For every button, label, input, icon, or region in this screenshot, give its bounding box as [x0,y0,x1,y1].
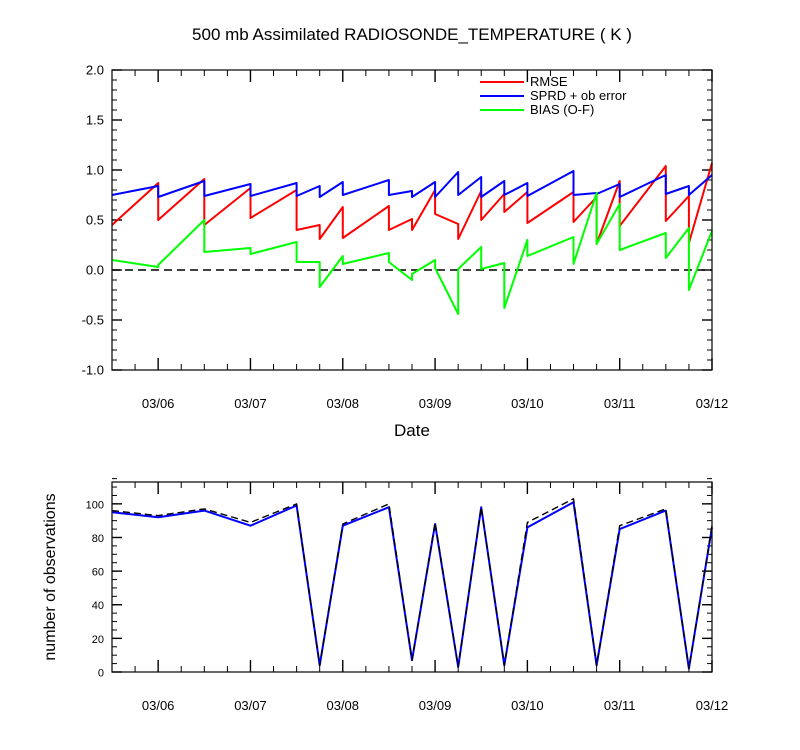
top-y-tick-label: -1.0 [82,363,104,378]
top-y-tick-label: 2.0 [86,63,104,78]
chart-title: 500 mb Assimilated RADIOSONDE_TEMPERATUR… [192,25,632,44]
top-plot-frame [111,69,713,371]
legend-label: BIAS (O-F) [530,102,594,117]
top-series-rmse [111,162,713,245]
bottom-series [111,498,713,670]
bottom-series-observations [111,501,713,670]
bottom-x-tick-label: 03/08 [326,698,359,713]
bottom-x-tick-label: 03/06 [142,698,175,713]
top-x-tick-label: 03/09 [419,396,452,411]
bottom-ticks [111,478,713,673]
legend-label: RMSE [530,74,568,89]
bottom-y-tick-label: 60 [92,567,104,579]
bottom-y-tick-label: 40 [92,600,104,612]
top-x-tick-labels: 03/06 03/07 03/08 03/09 03/10 03/11 03/12 [142,396,728,411]
bottom-x-tick-labels: 03/06 03/07 03/08 03/09 03/10 03/11 03/12 [142,698,728,713]
top-y-tick-labels: -1.0 -0.5 0.0 0.5 1.0 1.5 2.0 [82,63,104,378]
bottom-x-tick-label: 03/11 [604,698,636,713]
bottom-series-observations-total [111,498,713,670]
top-series-sprd-ob-error [111,170,713,198]
top-x-tick-label: 03/12 [696,396,729,411]
top-y-tick-label: 0.0 [86,263,104,278]
top-panel: 500 mb Assimilated RADIOSONDE_TEMPERATUR… [82,25,729,440]
top-x-tick-label: 03/11 [604,396,636,411]
top-y-tick-label: -0.5 [82,313,104,328]
top-y-tick-label: 1.0 [86,163,104,178]
bottom-y-tick-label: 20 [92,634,104,646]
bottom-y-tick-label: 80 [92,533,104,545]
bottom-plot-frame [111,481,713,673]
legend-label: SPRD + ob error [530,88,627,103]
bottom-x-tick-label: 03/12 [696,698,729,713]
top-x-tick-label: 03/10 [511,396,544,411]
top-x-tick-label: 03/07 [234,396,267,411]
bottom-y-tick-label: 100 [86,499,104,511]
top-x-tick-label: 03/08 [326,396,359,411]
top-x-tick-label: 03/06 [142,396,175,411]
bottom-x-tick-label: 03/10 [511,698,544,713]
x-axis-label: Date [394,421,430,440]
bottom-x-tick-label: 03/07 [234,698,267,713]
y-axis-label: number of observations [42,493,59,660]
top-series-bias-o-f [111,192,713,315]
top-y-tick-label: 0.5 [86,213,104,228]
bottom-x-tick-label: 03/09 [419,698,452,713]
top-series [111,162,713,315]
bottom-y-tick-label: 0 [98,668,104,680]
bottom-y-tick-labels: 0 20 40 60 80 100 [86,499,104,679]
top-y-tick-label: 1.5 [86,113,104,128]
